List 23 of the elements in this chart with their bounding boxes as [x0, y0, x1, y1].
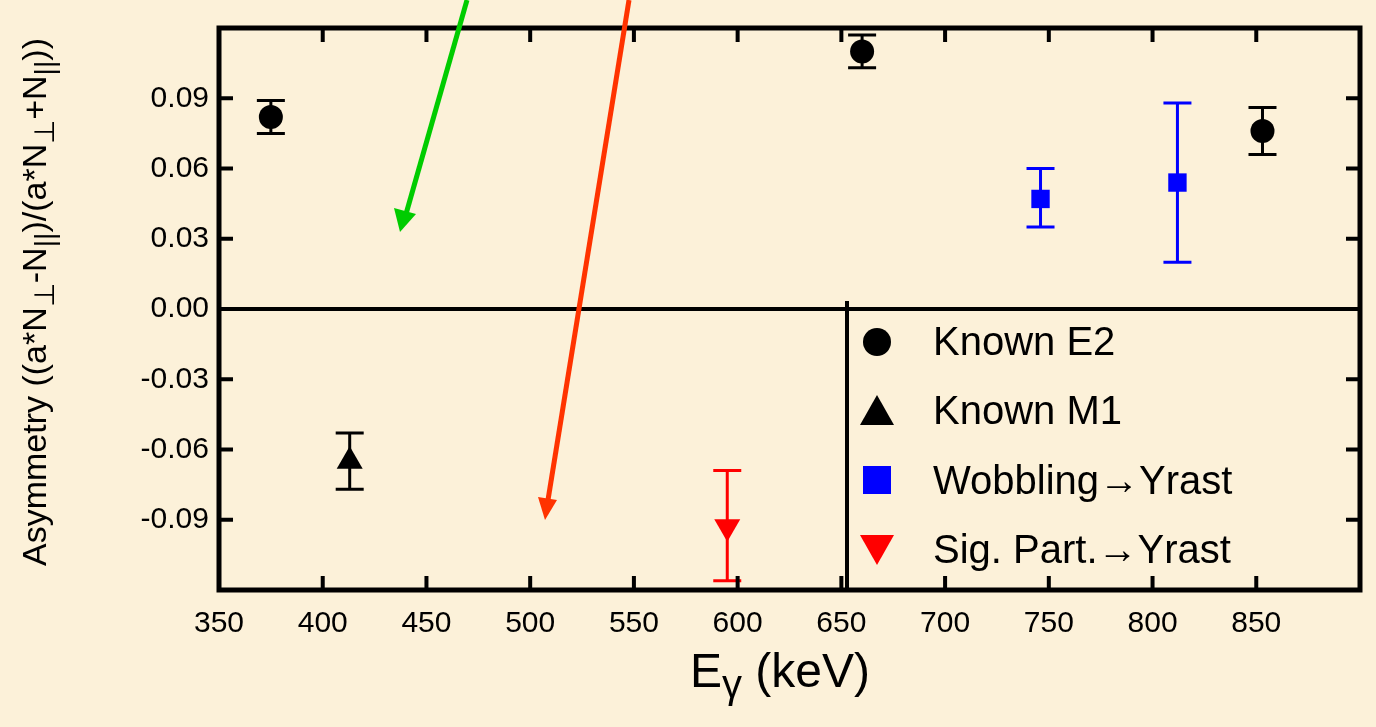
y-tick-label: 0.00: [150, 290, 209, 324]
x-tick-label: 850: [1231, 605, 1282, 639]
x-tick-label: 700: [920, 605, 971, 639]
y-tick-label: 0.09: [150, 79, 209, 113]
x-tick-label: 750: [1023, 605, 1074, 639]
x-tick-label: 600: [712, 605, 763, 639]
legend-label: Wobbling→Yrast: [933, 457, 1233, 503]
y-tick-label: -0.09: [140, 501, 209, 535]
x-tick-label: 350: [193, 605, 245, 639]
x-tick-label: 500: [505, 605, 556, 639]
x-tick-label: 650: [816, 605, 867, 639]
y-tick-label: 0.03: [150, 220, 209, 254]
y-tick-label: 0.06: [150, 149, 209, 183]
y-tick-label: -0.06: [140, 430, 209, 464]
x-tick-label: 450: [401, 605, 452, 639]
legend-label: Sig. Part.→Yrast: [933, 526, 1231, 572]
x-tick-label: 800: [1127, 605, 1178, 639]
legend-label: Known E2: [933, 319, 1116, 365]
y-tick-label: -0.03: [140, 360, 209, 394]
x-tick-label: 550: [608, 605, 659, 639]
legend-label: Known M1: [933, 388, 1122, 434]
x-tick-label: 400: [297, 605, 348, 639]
x-axis-title: E$_{γ}$ (keV): [689, 643, 871, 707]
